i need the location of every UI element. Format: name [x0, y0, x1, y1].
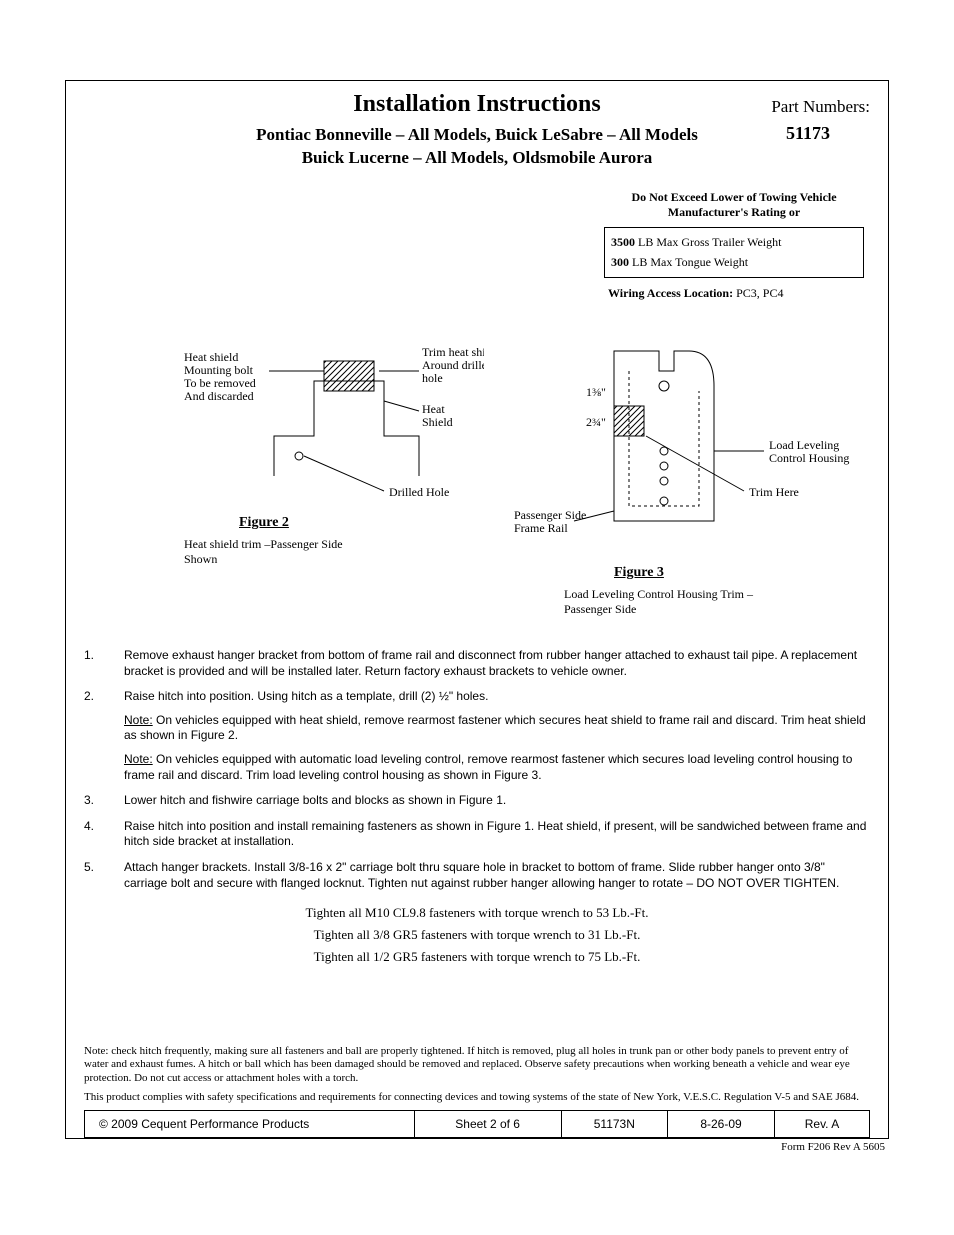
- figure-2: Heat shieldMounting boltTo be removedAnd…: [184, 341, 484, 618]
- figure-3-caption: Load Leveling Control Housing Trim – Pas…: [564, 587, 764, 618]
- models-line-1: Pontiac Bonneville – All Models, Buick L…: [256, 125, 698, 144]
- torque-line: Tighten all M10 CL9.8 fasteners with tor…: [84, 905, 870, 921]
- footer-copyright: © 2009 Cequent Performance Products: [85, 1110, 415, 1137]
- step-4: 4. Raise hitch into position and install…: [84, 819, 870, 850]
- step-1: 1. Remove exhaust hanger bracket from bo…: [84, 648, 870, 679]
- step-text: Lower hitch and fishwire carriage bolts …: [124, 793, 870, 809]
- note-label: Note:: [124, 752, 153, 766]
- step-5: 5. Attach hanger brackets. Install 3/8-1…: [84, 860, 870, 891]
- rating-box: 3500 LB Max Gross Trailer Weight 300 LB …: [604, 227, 864, 278]
- figure-3: 1⅜" 2¾" Load LevelingControl Housing Tri…: [514, 341, 854, 618]
- step-text: Attach hanger brackets. Install 3/8-16 x…: [124, 860, 870, 891]
- step-text: Raise hitch into position. Using hitch a…: [124, 689, 870, 783]
- wiring-access: Wiring Access Location: PC3, PC4: [608, 286, 864, 301]
- note-text: On vehicles equipped with heat shield, r…: [124, 713, 866, 743]
- torque-line: Tighten all 1/2 GR5 fasteners with torqu…: [84, 949, 870, 965]
- torque-line: Tighten all 3/8 GR5 fasteners with torqu…: [84, 927, 870, 943]
- figure-3-svg: 1⅜" 2¾" Load LevelingControl Housing Tri…: [514, 341, 854, 561]
- svg-text:Drilled Hole: Drilled Hole: [389, 485, 449, 499]
- part-number: 51173: [786, 123, 830, 144]
- svg-text:Passenger SideFrame Rail: Passenger SideFrame Rail: [514, 508, 586, 535]
- wiring-label: Wiring Access Location:: [608, 286, 733, 300]
- form-revision: Form F206 Rev A 5605: [65, 1141, 889, 1153]
- rating-block: Do Not Exceed Lower of Towing Vehicle Ma…: [604, 190, 864, 301]
- step-2-main: Raise hitch into position. Using hitch a…: [124, 689, 488, 703]
- fig3-dim2: 2¾": [586, 415, 606, 429]
- figure-2-caption: Heat shield trim –Passenger Side Shown: [184, 537, 344, 568]
- header: Installation Instructions Part Numbers: …: [84, 91, 870, 170]
- wiring-value: PC3, PC4: [733, 286, 783, 300]
- models-line-2: Buick Lucerne – All Models, Oldsmobile A…: [302, 148, 653, 167]
- note-text: On vehicles equipped with automatic load…: [124, 752, 852, 782]
- footer-sheet: Sheet 2 of 6: [414, 1110, 561, 1137]
- figure-3-title: Figure 3: [614, 565, 854, 581]
- gross-weight-value: 3500: [611, 235, 635, 249]
- page-border: Installation Instructions Part Numbers: …: [65, 80, 889, 1139]
- svg-text:Trim heat shieldAround drilled: Trim heat shieldAround drilledhole: [422, 345, 484, 385]
- figures-area: Heat shieldMounting boltTo be removedAnd…: [84, 341, 870, 618]
- rating-warning: Do Not Exceed Lower of Towing Vehicle Ma…: [604, 190, 864, 221]
- step-2: 2. Raise hitch into position. Using hitc…: [84, 689, 870, 783]
- footer-date: 8-26-09: [668, 1110, 775, 1137]
- step-text: Raise hitch into position and install re…: [124, 819, 870, 850]
- step-number: 3.: [84, 793, 124, 809]
- tongue-weight-value: 300: [611, 255, 629, 269]
- part-numbers-label: Part Numbers:: [771, 97, 870, 117]
- step-3: 3. Lower hitch and fishwire carriage bol…: [84, 793, 870, 809]
- step-text: Remove exhaust hanger bracket from botto…: [124, 648, 870, 679]
- page-title: Installation Instructions: [84, 91, 870, 118]
- step-number: 5.: [84, 860, 124, 891]
- fig3-dim1: 1⅜": [586, 385, 606, 399]
- legal-note-1: Note: check hitch frequently, making sur…: [84, 1045, 870, 1085]
- footer-table: © 2009 Cequent Performance Products Shee…: [84, 1110, 870, 1138]
- instruction-steps: 1. Remove exhaust hanger bracket from bo…: [84, 648, 870, 891]
- step-2-note-1: Note: On vehicles equipped with heat shi…: [124, 713, 870, 744]
- step-number: 2.: [84, 689, 124, 783]
- svg-text:HeatShield: HeatShield: [422, 402, 453, 429]
- gross-weight-row: 3500 LB Max Gross Trailer Weight: [611, 232, 857, 252]
- footer-rev: Rev. A: [774, 1110, 869, 1137]
- figure-2-title: Figure 2: [239, 515, 484, 531]
- tongue-weight-text: LB Max Tongue Weight: [629, 255, 748, 269]
- step-number: 1.: [84, 648, 124, 679]
- gross-weight-text: LB Max Gross Trailer Weight: [635, 235, 781, 249]
- figure-2-svg: Heat shieldMounting boltTo be removedAnd…: [184, 341, 484, 511]
- footer-code: 51173N: [561, 1110, 668, 1137]
- vehicle-models: Pontiac Bonneville – All Models, Buick L…: [84, 124, 870, 170]
- step-2-note-2: Note: On vehicles equipped with automati…: [124, 752, 870, 783]
- step-number: 4.: [84, 819, 124, 850]
- torque-specs: Tighten all M10 CL9.8 fasteners with tor…: [84, 905, 870, 965]
- svg-text:Trim Here: Trim Here: [749, 485, 799, 499]
- legal-note-2: This product complies with safety specif…: [84, 1091, 870, 1104]
- note-label: Note:: [124, 713, 153, 727]
- tongue-weight-row: 300 LB Max Tongue Weight: [611, 252, 857, 272]
- svg-text:Load LevelingControl Housing: Load LevelingControl Housing: [769, 438, 849, 465]
- svg-text:Heat shieldMounting boltTo be: Heat shieldMounting boltTo be removedAnd…: [184, 350, 256, 403]
